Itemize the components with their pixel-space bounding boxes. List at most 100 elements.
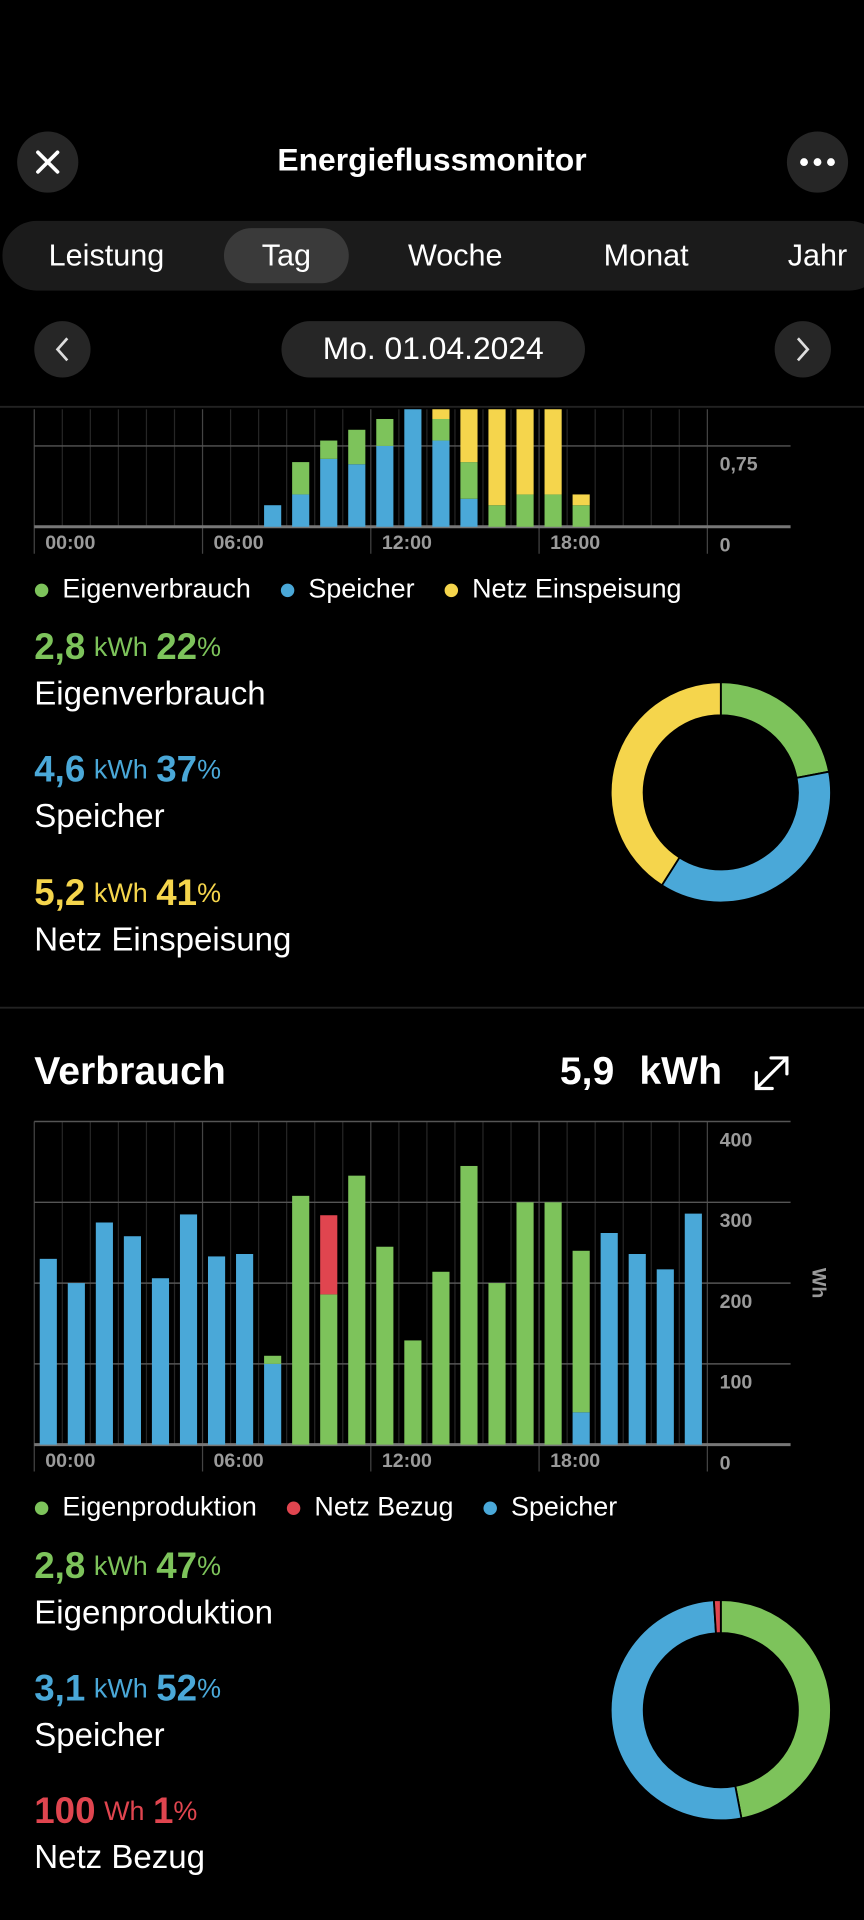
summary-label: Netz Bezug — [34, 1839, 205, 1876]
legend-dot — [286, 1501, 301, 1515]
percent-sign: % — [197, 755, 221, 785]
bar-segment — [516, 1202, 534, 1445]
bar-segment — [488, 505, 506, 527]
bar-segment — [432, 1271, 450, 1445]
percent-sign: % — [197, 1551, 221, 1581]
donut-segment — [719, 1599, 832, 1820]
donut-segment — [660, 770, 832, 904]
amount: 2,8 — [34, 1545, 85, 1586]
tab[interactable]: Monat — [604, 239, 689, 273]
summary-label: Speicher — [34, 798, 164, 835]
bar-segment — [376, 1246, 394, 1445]
percent: 22 — [156, 626, 197, 667]
summary-value: 3,1 kWh 52% — [34, 1667, 221, 1708]
y-tick-label: 400 — [720, 1129, 753, 1151]
bar-segment — [39, 1258, 57, 1445]
bar-segment — [320, 1294, 338, 1445]
bar-segment — [151, 1278, 170, 1445]
summary-label: Netz Einspeisung — [34, 921, 291, 958]
y-axis-label: Wh — [807, 1268, 829, 1298]
bar-segment — [684, 1213, 702, 1445]
x-tick-label: 06:00 — [214, 1450, 264, 1472]
legend-label: Netz Bezug — [314, 1491, 453, 1521]
summary-value: 2,8 kWh 47% — [34, 1545, 221, 1586]
bar-segment — [292, 494, 310, 527]
bar-segment — [320, 1215, 338, 1295]
bar-segment — [348, 464, 366, 527]
bar-segment — [123, 1236, 141, 1445]
bar-segment — [628, 1254, 646, 1445]
x-tick-label: 18:00 — [550, 1450, 600, 1472]
y-tick-label: 0 — [720, 535, 731, 557]
percent: 41 — [156, 872, 197, 913]
date: Mo. 01.04.2024 — [323, 330, 544, 366]
bar-segment — [264, 1355, 282, 1364]
x-tick-label: 06:00 — [214, 532, 264, 554]
bars — [264, 409, 590, 527]
bar-segment — [516, 494, 534, 527]
donut-segment — [712, 1599, 722, 1635]
legend-dot — [34, 1501, 49, 1515]
tab[interactable]: Jahr — [788, 239, 847, 273]
bar-segment — [572, 1250, 590, 1413]
bar-segment — [404, 409, 422, 527]
tab-bar — [2, 220, 864, 291]
legend-dot — [483, 1501, 497, 1515]
y-tick-label: 0 — [720, 1452, 731, 1474]
page-title: Energieflussmonitor — [277, 141, 586, 177]
bar-segment — [264, 505, 282, 527]
summary-value: 5,2 kWh 41% — [34, 872, 221, 913]
bar-segment — [460, 409, 478, 463]
tab[interactable]: Leistung — [49, 239, 165, 273]
unit: kWh — [94, 755, 148, 785]
donut-segment — [609, 1599, 743, 1822]
next-day-button[interactable] — [774, 321, 831, 378]
bar-segment — [207, 1256, 226, 1445]
x-tick-label: 12:00 — [382, 1450, 432, 1472]
bar-segment — [656, 1269, 674, 1445]
bar-segment — [432, 440, 450, 527]
summary-value: 2,8 kWh 22% — [34, 626, 221, 667]
bar-segment — [264, 1363, 282, 1445]
percent: 52 — [156, 1667, 197, 1708]
percent: 1 — [153, 1790, 173, 1831]
y-tick-label: 100 — [720, 1372, 753, 1394]
close-button[interactable] — [17, 131, 79, 193]
tab[interactable]: Woche — [408, 239, 503, 273]
bar-segment — [292, 1195, 310, 1445]
x-tick-label: 00:00 — [45, 532, 95, 554]
bar-segment — [67, 1283, 85, 1445]
amount: 2,8 — [34, 626, 85, 667]
bar-segment — [460, 462, 478, 499]
x-tick-label: 18:00 — [550, 532, 600, 554]
expand-button[interactable] — [754, 1056, 789, 1091]
tab[interactable]: Tag — [262, 239, 311, 273]
section-total: 5,9 — [560, 1050, 614, 1093]
legend-dot — [280, 583, 295, 598]
bar-segment — [544, 409, 562, 495]
summary-value: 4,6 kWh 37% — [34, 748, 221, 789]
percent-sign: % — [197, 1674, 221, 1704]
bar-segment — [488, 409, 506, 506]
bar-segment — [572, 505, 590, 527]
y-tick-label: 0,75 — [720, 454, 758, 476]
amount: 4,6 — [34, 748, 85, 789]
prev-day-button[interactable] — [34, 321, 91, 378]
unit: kWh — [94, 1551, 148, 1581]
section-total-unit: kWh — [639, 1050, 722, 1093]
bars — [39, 1165, 702, 1445]
legend-label: Eigenverbrauch — [62, 574, 250, 604]
tabs: Leistung Tag Woche Monat Jahr — [49, 228, 847, 284]
summary-label: Eigenproduktion — [34, 1594, 273, 1631]
y-tick-label: 300 — [720, 1210, 753, 1232]
date-pill[interactable] — [281, 321, 585, 378]
bar-segment — [348, 429, 366, 465]
bar-segment — [432, 418, 450, 441]
more-button[interactable] — [786, 131, 849, 193]
unit: kWh — [94, 632, 148, 662]
bar-segment — [236, 1254, 254, 1445]
bar-segment — [516, 409, 534, 495]
section-title: Verbrauch — [34, 1050, 226, 1093]
